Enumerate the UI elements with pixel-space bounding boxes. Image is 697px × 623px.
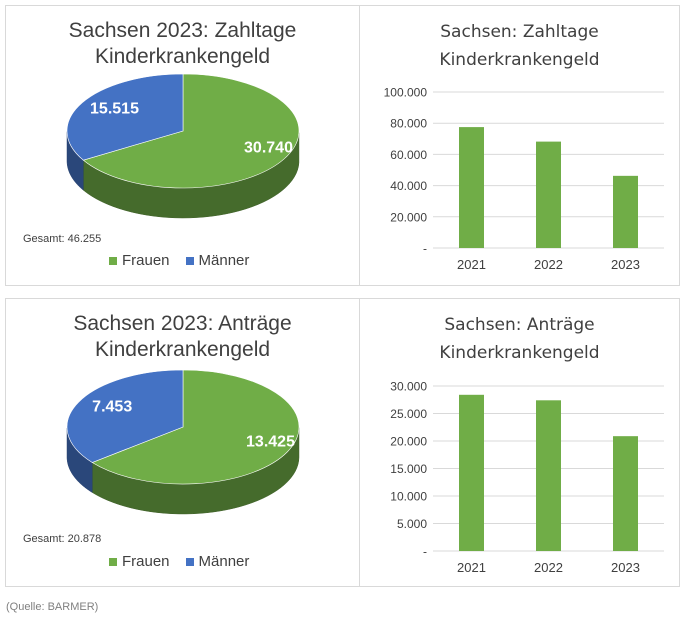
pie-title-line1: Sachsen 2023: Anträge <box>73 312 292 335</box>
bar-title-line1: Sachsen: Zahltage <box>440 22 599 42</box>
total-label: Gesamt: 20.878 <box>23 533 102 545</box>
pie-slice-maenner <box>66 369 184 463</box>
pie-slice-frauen <box>91 369 300 485</box>
bar-title-line1: Sachsen: Anträge <box>444 315 595 335</box>
legend: Frauen Männer <box>109 553 249 570</box>
bar-chart-antraege: - 5.000 10.000 15.000 20.000 25.000 30.000 2021… <box>390 380 664 575</box>
bar-2023 <box>613 175 638 248</box>
pie-title-line2: Kinderkrankengeld <box>94 45 271 68</box>
pie-panel-antraege: Sachsen 2023: Anträge Kinderkrankengeld … <box>5 298 360 587</box>
y-tick-label: 60.000 <box>390 148 427 162</box>
legend-swatch-maenner <box>185 256 194 265</box>
x-tick-label: 2022 <box>534 257 563 272</box>
x-tick-label: 2021 <box>457 257 486 272</box>
legend-label-maenner: Männer <box>198 252 250 269</box>
y-tick-label: 20.000 <box>390 210 427 224</box>
bar-2021 <box>459 394 484 551</box>
pie-slice-maenner <box>66 73 184 161</box>
source-note: (Quelle: BARMER) <box>6 601 99 613</box>
x-tick-label: 2022 <box>534 560 563 575</box>
pie-title-antraege: Sachsen 2023: Anträge Kinderkrankengeld <box>6 311 359 363</box>
bar-title-zahltage: Sachsen: Zahltage Kinderkrankengeld <box>360 18 679 74</box>
legend-swatch-maenner <box>185 557 194 566</box>
legend-item-maenner: Männer <box>185 553 250 570</box>
pie-slice-frauen <box>82 73 300 189</box>
legend-label-maenner: Männer <box>198 553 250 570</box>
legend-label-frauen: Frauen <box>122 553 170 570</box>
y-tick-label: - <box>423 545 427 559</box>
legend-item-maenner: Männer <box>185 252 250 269</box>
pie-data-label-frauen: 13.425 <box>246 434 295 451</box>
x-tick-label: 2023 <box>611 560 640 575</box>
pie-chart-antraege: 13.425 7.453 <box>66 369 300 515</box>
pie-data-label-maenner: 15.515 <box>90 101 139 118</box>
legend-swatch-frauen <box>109 557 117 566</box>
y-tick-label: 25.000 <box>390 407 427 421</box>
bar-2021 <box>459 127 484 248</box>
pie-title-line1: Sachsen 2023: Zahltage <box>68 19 297 42</box>
legend-item-frauen: Frauen <box>109 252 170 269</box>
y-tick-label: 15.000 <box>390 462 427 476</box>
pie-data-label-maenner: 7.453 <box>92 399 132 416</box>
legend-swatch-frauen <box>109 256 117 265</box>
bar-panel-zahltage: Sachsen: Zahltage Kinderkrankengeld - 20.… <box>359 5 680 286</box>
y-tick-label: - <box>423 242 427 256</box>
pie-chart-zahltage: 30.740 15.515 <box>66 73 300 219</box>
bar-panel-antraege: Sachsen: Anträge Kinderkrankengeld - 5.00… <box>359 298 680 587</box>
pie-data-label-frauen: 30.740 <box>244 140 293 157</box>
legend-item-frauen: Frauen <box>109 553 170 570</box>
legend-label-frauen: Frauen <box>122 252 170 269</box>
x-tick-label: 2023 <box>611 257 640 272</box>
y-tick-label: 100.000 <box>384 86 428 100</box>
bar-2023 <box>613 436 638 551</box>
pie-panel-zahltage: Sachsen 2023: Zahltage Kinderkrankengeld… <box>5 5 360 286</box>
bar-title-line2: Kinderkrankengeld <box>439 343 600 363</box>
bar-title-line2: Kinderkrankengeld <box>439 50 600 70</box>
y-tick-label: 80.000 <box>390 117 427 131</box>
bar-title-antraege: Sachsen: Anträge Kinderkrankengeld <box>360 311 679 367</box>
total-label: Gesamt: 46.255 <box>23 233 102 245</box>
legend: Frauen Männer <box>109 252 249 269</box>
y-tick-label: 20.000 <box>390 435 427 449</box>
bar-2022 <box>536 141 561 248</box>
pie-title-zahltage: Sachsen 2023: Zahltage Kinderkrankengeld <box>6 18 359 70</box>
y-tick-label: 30.000 <box>390 380 427 394</box>
y-tick-label: 5.000 <box>397 517 427 531</box>
bar-2022 <box>536 400 561 551</box>
y-tick-label: 10.000 <box>390 490 427 504</box>
bar-chart-zahltage: - 20.000 40.000 60.000 80.000 100.000 2021 2022… <box>384 86 664 272</box>
x-tick-label: 2021 <box>457 560 486 575</box>
pie-title-line2: Kinderkrankengeld <box>94 338 271 361</box>
y-tick-label: 40.000 <box>390 179 427 193</box>
